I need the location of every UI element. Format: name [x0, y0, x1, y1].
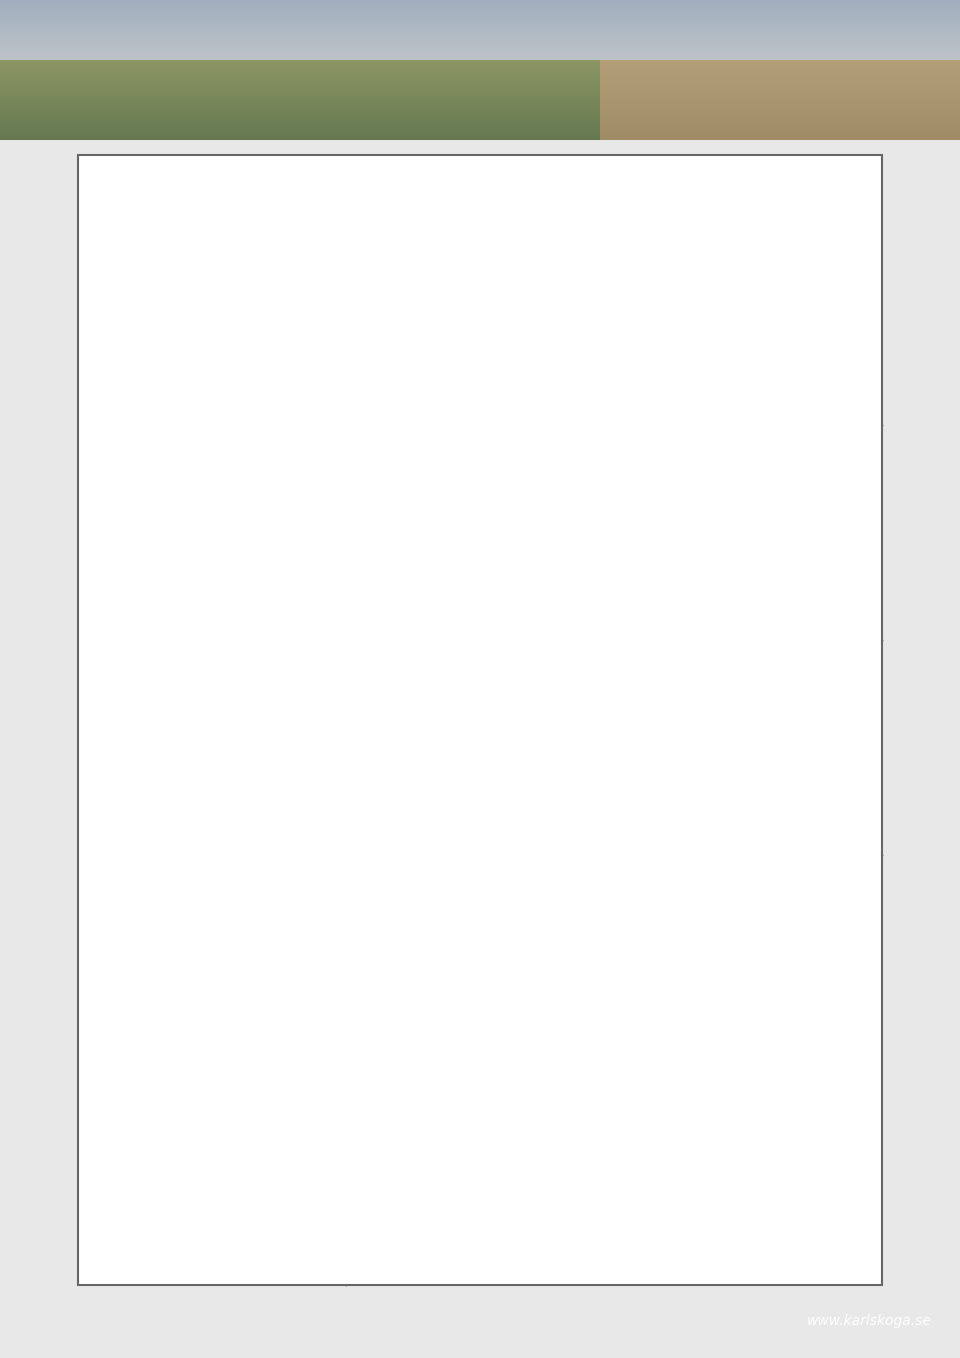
- Y-axis label: %: %: [391, 580, 399, 588]
- Text: Styrmått 6.1.7: Styrmått 6.1.7: [95, 862, 186, 875]
- Text: Procentuell minskning av inköpt
energi (el, värme, pellets och olja)
i den kommu: Procentuell minskning av inköpt energi (…: [95, 458, 263, 505]
- Bar: [804, 751, 833, 846]
- Y-axis label: % uppnått
av målvärdet: % uppnått av målvärdet: [432, 258, 456, 322]
- Text: Andel anställda som har gått
Eco-driving (%).: Andel anställda som har gått Eco-driving…: [363, 671, 505, 694]
- Bar: [217, 1043, 246, 1268]
- Circle shape: [505, 534, 592, 535]
- Circle shape: [107, 619, 150, 621]
- Bar: [485, 536, 514, 542]
- Bar: [217, 807, 246, 846]
- Circle shape: [171, 818, 176, 819]
- Bar: [647, 200, 671, 401]
- Bar: [701, 786, 730, 846]
- Y-axis label: %: %: [659, 792, 668, 800]
- Text: Prognos 2015: Prognos 2015: [732, 198, 798, 209]
- Y-axis label: %: %: [391, 792, 399, 800]
- Text: Styrmått 6.1.6: Styrmått 6.1.6: [631, 646, 722, 659]
- Text: Styrmått 6.1.5: Styrmått 6.1.5: [363, 646, 454, 659]
- Bar: [537, 536, 565, 539]
- Circle shape: [182, 818, 187, 819]
- Text: Styrmåtten mäts på årsbasis och redovisas i årsrapporten.: Styrmåtten mäts på årsbasis och redovisa…: [376, 975, 725, 989]
- Text: Antal nya planer vars syfte är att ta
ställning till kulturhistoriska miljöer
(s: Antal nya planer vars syfte är att ta st…: [95, 671, 270, 706]
- Text: Andel fossila fordonsbränslen i
kommunens personbilar (basår
2009) (%).: Andel fossila fordonsbränslen i kommunen…: [363, 458, 516, 493]
- Bar: [485, 824, 514, 846]
- Bar: [614, 200, 637, 401]
- Text: Analys och åtgärder: Analys och åtgärder: [376, 913, 549, 930]
- Text: Styrmått 6.1.4: Styrmått 6.1.4: [95, 646, 186, 659]
- Text: Delår 1: Delår 1: [732, 235, 767, 246]
- Bar: [753, 603, 781, 631]
- Bar: [701, 781, 730, 786]
- Bar: [433, 549, 462, 631]
- Text: Nämndmål 6.1: Nämndmål 6.1: [97, 175, 199, 187]
- Circle shape: [826, 593, 913, 595]
- Circle shape: [523, 182, 595, 185]
- Circle shape: [690, 182, 762, 185]
- Bar: [165, 826, 193, 846]
- Bar: [269, 746, 298, 846]
- Circle shape: [557, 813, 644, 815]
- Bar: [269, 1023, 298, 1268]
- Circle shape: [826, 784, 913, 785]
- Bar: [753, 790, 781, 846]
- Bar: [804, 539, 833, 631]
- Circle shape: [569, 773, 657, 775]
- Circle shape: [460, 215, 532, 216]
- Text: Styrmått 6.1.1: Styrmått 6.1.1: [95, 432, 186, 444]
- Bar: [614, 200, 637, 401]
- Y-axis label: Antal: Antal: [133, 782, 142, 809]
- Bar: [269, 536, 298, 631]
- Bar: [562, 236, 598, 401]
- Text: Styrmått 6.1.2: Styrmått 6.1.2: [363, 432, 454, 444]
- Bar: [433, 540, 462, 549]
- Circle shape: [627, 215, 699, 216]
- Text: I planering och utförande av nämndens uppdrag
är social/kulturell, ekonomisk och: I planering och utförande av nämndens up…: [97, 219, 364, 254]
- Text: Andel personal som har genomfört
jämställdhetsutbildning (%).: Andel personal som har genomfört jämstäl…: [631, 458, 801, 479]
- Bar: [537, 751, 565, 846]
- Circle shape: [773, 773, 860, 775]
- Circle shape: [621, 784, 708, 785]
- Text: Andel leasingbilar som är miljöbilar
i Karlskoga kommun (%).: Andel leasingbilar som är miljöbilar i K…: [631, 671, 804, 693]
- Text: Delår 2: Delår 2: [732, 272, 767, 281]
- Text: Styrmått 6.1.3: Styrmått 6.1.3: [631, 432, 722, 444]
- Circle shape: [208, 619, 252, 621]
- Text: www.karlskoga.se: www.karlskoga.se: [806, 1313, 931, 1328]
- Circle shape: [353, 813, 441, 815]
- Y-axis label: %: %: [128, 580, 137, 588]
- Bar: [647, 200, 671, 401]
- Circle shape: [761, 1116, 960, 1120]
- Circle shape: [301, 534, 389, 535]
- Circle shape: [621, 593, 708, 595]
- Y-axis label: %: %: [659, 580, 668, 588]
- Bar: [217, 607, 246, 631]
- Text: Driftkostnad per belysningspunkt
(kr/punkt).: Driftkostnad per belysningspunkt (kr/pun…: [95, 906, 258, 928]
- Bar: [537, 539, 565, 631]
- Bar: [485, 542, 514, 631]
- Bar: [165, 1139, 193, 1268]
- Y-axis label: Kronor: Kronor: [117, 1122, 127, 1156]
